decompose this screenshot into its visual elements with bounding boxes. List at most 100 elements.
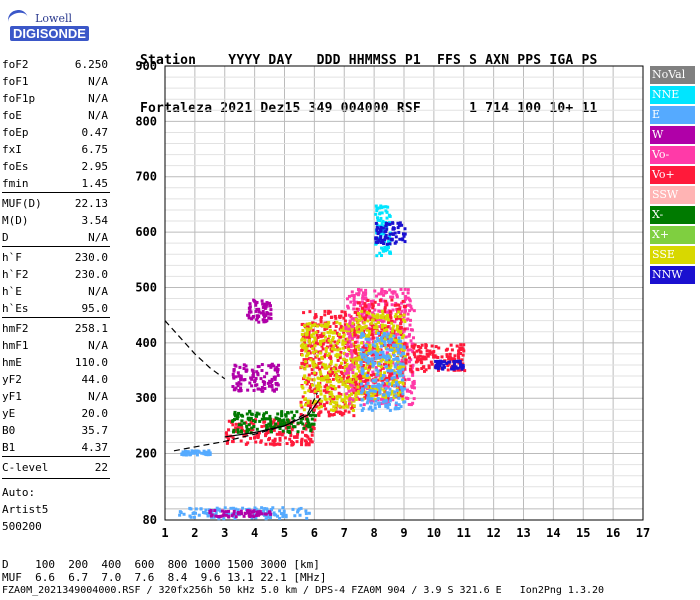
echo-point [356,293,360,297]
echo-point [214,514,218,518]
echo-point [453,358,457,362]
echo-point [364,291,368,295]
echo-point [194,511,198,515]
echo-point [337,332,341,336]
echo-point [360,367,364,371]
echo-point [245,424,249,428]
echo-point [308,387,312,391]
echo-point [353,332,357,336]
echo-point [338,353,342,357]
echo-point [287,421,291,425]
echo-point [265,303,269,307]
echo-point [375,368,379,372]
echo-point [323,375,327,379]
echo-point [390,298,394,302]
echo-point [319,320,323,324]
echo-point [397,386,401,390]
echo-point [384,222,388,226]
echo-point [342,316,346,320]
echo-point [353,357,357,361]
echo-point [359,317,363,321]
param-row: B0 35.7 [2,424,108,437]
echo-point [333,340,337,344]
echo-point [355,326,359,330]
echo-point [300,349,304,353]
echo-point [310,422,314,426]
echo-point [260,368,264,372]
echo-point [224,510,228,514]
echo-point [376,370,380,374]
param-row: h`Es 95.0 [2,302,108,315]
echo-point [384,387,388,391]
echo-point [333,314,337,318]
echo-point [308,424,312,428]
echo-point [328,328,332,332]
echo-point [365,385,369,389]
echo-point [250,368,254,372]
echo-point [353,340,357,344]
echo-point [317,381,321,385]
echo-point [345,396,349,400]
echo-point [302,311,306,315]
echo-point [383,377,387,381]
echo-point [370,401,374,405]
echo-point [410,365,414,369]
echo-point [377,325,381,329]
echo-point [385,227,389,231]
echo-point [238,365,242,369]
echo-point [391,397,395,401]
echo-point [352,391,356,395]
echo-point [392,350,396,354]
echo-point [392,353,396,357]
echo-point [314,341,318,345]
echo-point [362,321,366,325]
echo-point [301,337,305,341]
echo-point [403,387,407,391]
echo-point [337,380,341,384]
echo-point [324,349,328,353]
echo-point [378,318,382,322]
echo-point [379,344,383,348]
echo-point [424,343,428,347]
echo-point [306,418,310,422]
echo-point [427,364,431,368]
echo-point [319,372,323,376]
echo-point [305,424,309,428]
echo-point [375,294,379,298]
echo-point [369,329,373,333]
echo-point [368,405,372,409]
echo-point [380,325,384,329]
echo-point [284,414,288,418]
echo-point [322,355,326,359]
echo-point [370,373,374,377]
echo-point [364,324,368,328]
echo-point [358,330,362,334]
echo-point [277,363,281,367]
echo-point [350,294,354,298]
echo-point [456,368,460,372]
echo-point [300,405,304,409]
echo-point [382,354,386,358]
echo-point [384,354,388,358]
echo-point [378,390,382,394]
echo-point [308,341,312,345]
echo-point [394,379,398,383]
x-tick-label: 13 [516,526,530,540]
echo-point [368,329,372,333]
echo-point [396,366,400,370]
echo-point [373,289,377,293]
echo-point [239,423,243,427]
echo-point [384,249,388,253]
echo-point [381,219,385,223]
echo-point [356,364,360,368]
echo-point [364,382,368,386]
echo-point [260,299,264,303]
echo-point [275,370,279,374]
echo-point [389,316,393,320]
echo-point [363,302,367,306]
echo-point [366,298,370,302]
echo-point [280,414,284,418]
echo-point [345,392,349,396]
echo-point [363,293,367,297]
echo-point [267,364,271,368]
